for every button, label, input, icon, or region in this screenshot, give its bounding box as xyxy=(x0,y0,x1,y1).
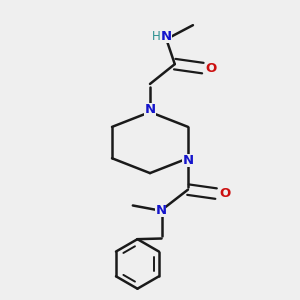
Text: N: N xyxy=(182,154,194,167)
Text: N: N xyxy=(144,103,156,116)
Text: N: N xyxy=(161,30,172,43)
Text: O: O xyxy=(219,187,230,200)
Text: H: H xyxy=(152,30,160,43)
Text: N: N xyxy=(155,204,167,217)
Text: O: O xyxy=(206,61,217,75)
